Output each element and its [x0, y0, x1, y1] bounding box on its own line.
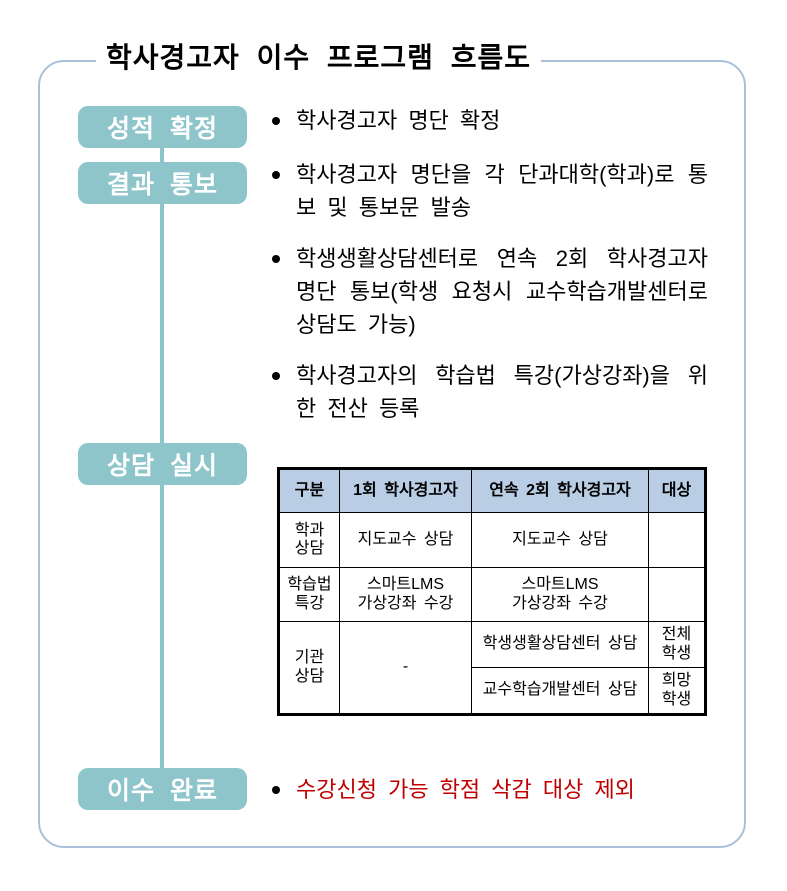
counseling-table: 구분 1회 학사경고자 연속 2회 학사경고자 대상 학과 상담 지도교수 상담…: [277, 467, 707, 716]
cell-second-warning: 학생생활상담센터 상담: [471, 621, 649, 668]
table-row-institution-counseling-b: 교수학습개발센터 상담 희망 학생: [279, 667, 706, 715]
cell-target: [648, 567, 706, 622]
cell-target: [648, 512, 706, 568]
cell-target: 희망 학생: [648, 667, 706, 715]
cell-first-warning: 지도교수 상담: [339, 512, 472, 568]
note-item-notify-colleges: 학사경고자 명단을 각 단과대학(학과)로 통보 및 통보문 발송: [266, 158, 708, 224]
note-item-lecture-registration: 학사경고자의 학습법 특강(가상강좌)을 위한 전산 등록: [266, 359, 708, 425]
cell-second-warning: 스마트LMS 가상강좌 수강: [471, 567, 649, 622]
notes-list: 학사경고자 명단 확정 학사경고자 명단을 각 단과대학(학과)로 통보 및 통…: [266, 104, 708, 443]
table-row-dept-counseling: 학과 상담 지도교수 상담 지도교수 상담: [278, 512, 706, 568]
table-row-learning-lecture: 학습법 특강 스마트LMS 가상강좌 수강 스마트LMS 가상강좌 수강: [278, 567, 706, 622]
table-row-institution-counseling-a: 기관 상담 - 학생생활상담센터 상담 전체 학생: [278, 621, 706, 715]
cell-category: 학과 상담: [278, 512, 340, 568]
cell-target: 전체 학생: [648, 621, 706, 668]
stage-box-result-notify: 결과 통보: [78, 162, 247, 204]
cell-first-warning: -: [339, 621, 472, 715]
counseling-table-container: 구분 1회 학사경고자 연속 2회 학사경고자 대상 학과 상담 지도교수 상담…: [277, 467, 707, 716]
completion-note: 수강신청 가능 학점 삭감 대상 제외: [266, 773, 726, 806]
col-header-first-warning: 1회 학사경고자: [339, 468, 472, 513]
cell-first-warning: 스마트LMS 가상강좌 수강: [339, 567, 472, 622]
table-header-row: 구분 1회 학사경고자 연속 2회 학사경고자 대상: [278, 468, 706, 513]
cell-category: 기관 상담: [278, 621, 340, 715]
page-title: 학사경고자 이수 프로그램 흐름도: [96, 38, 541, 78]
stage-box-grade-confirm: 성적 확정: [78, 106, 247, 148]
stage-box-completion: 이수 완료: [78, 768, 247, 810]
col-header-second-warning: 연속 2회 학사경고자: [471, 468, 649, 513]
note-item-notify-center: 학생생활상담센터로 연속 2회 학사경고자 명단 통보(학생 요청시 교수학습개…: [266, 242, 708, 341]
note-item-grade-confirm: 학사경고자 명단 확정: [266, 104, 708, 137]
cell-category: 학습법 특강: [278, 567, 340, 622]
cell-second-warning: 지도교수 상담: [471, 512, 649, 568]
col-header-target: 대상: [648, 468, 706, 513]
stage-box-counseling: 상담 실시: [78, 443, 247, 485]
col-header-category: 구분: [278, 468, 340, 513]
cell-second-warning: 교수학습개발센터 상담: [471, 667, 649, 715]
